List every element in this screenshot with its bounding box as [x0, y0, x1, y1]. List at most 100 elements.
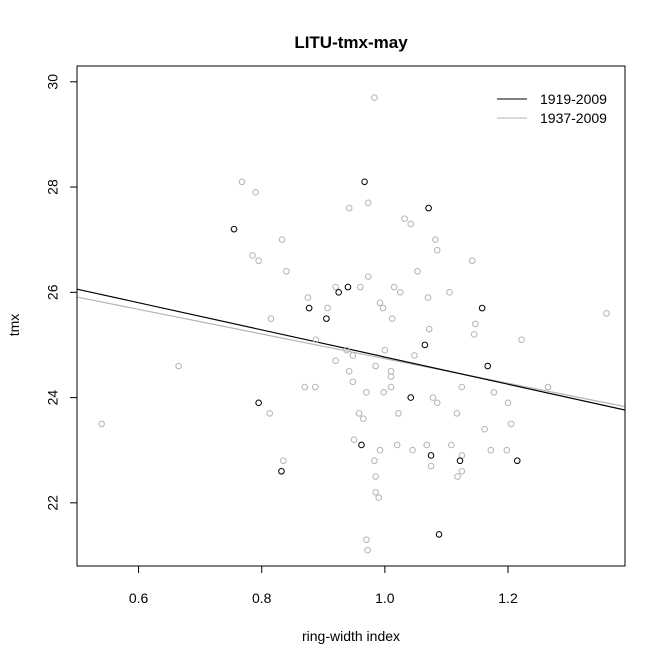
- y-tick-label: 30: [45, 74, 61, 90]
- y-axis: 22 24 26 28 30: [45, 74, 77, 511]
- data-point-1937-2009: [393, 441, 401, 449]
- data-point-1937-2009: [175, 362, 182, 370]
- data-point-1937-2009: [364, 199, 372, 207]
- data-point-1937-2009: [364, 546, 371, 554]
- plot-frame: [76, 65, 626, 567]
- data-point-1937-2009: [371, 94, 378, 101]
- data-point-1937-2009: [360, 415, 367, 422]
- data-point-1937-2009: [372, 489, 379, 496]
- data-point-1919-2009: [407, 394, 415, 401]
- data-point-1937-2009: [472, 320, 479, 328]
- y-tick-label: 24: [45, 390, 61, 406]
- data-point-1919-2009: [421, 341, 429, 349]
- data-point-1937-2009: [283, 267, 290, 275]
- data-point-1937-2009: [345, 367, 353, 375]
- data-point-1937-2009: [503, 446, 511, 454]
- data-point-1937-2009: [433, 399, 441, 407]
- data-point-1937-2009: [458, 452, 466, 459]
- legend-label-1919-2009: 1919-2009: [540, 91, 607, 107]
- data-point-1919-2009: [335, 289, 342, 296]
- data-point-1937-2009: [381, 346, 389, 354]
- y-tick-label: 22: [45, 495, 61, 511]
- data-point-1937-2009: [332, 283, 339, 291]
- data-point-1919-2009: [278, 467, 285, 475]
- data-point-1937-2009: [311, 383, 319, 391]
- data-point-1937-2009: [388, 315, 396, 322]
- data-point-1937-2009: [249, 252, 256, 259]
- data-point-1937-2009: [376, 299, 384, 307]
- data-point-1937-2009: [458, 467, 466, 475]
- data-points: [98, 94, 610, 554]
- data-point-1937-2009: [349, 352, 357, 359]
- data-point-1937-2009: [304, 294, 312, 301]
- data-point-1937-2009: [266, 410, 274, 417]
- data-point-1937-2009: [490, 389, 498, 396]
- data-point-1937-2009: [332, 357, 339, 365]
- y-tick-label: 28: [45, 179, 61, 195]
- data-point-1919-2009: [361, 178, 368, 186]
- data-point-1937-2009: [407, 220, 415, 228]
- data-point-1919-2009: [456, 457, 464, 465]
- x-tick-label: 0.8: [252, 590, 272, 606]
- data-point-1937-2009: [396, 289, 404, 296]
- data-point-1937-2009: [376, 446, 384, 454]
- data-point-1937-2009: [427, 462, 435, 470]
- data-point-1937-2009: [98, 420, 105, 428]
- x-tick-label: 1.2: [498, 590, 518, 606]
- data-point-1937-2009: [390, 283, 398, 291]
- data-point-1937-2009: [507, 420, 515, 428]
- y-tick-label: 26: [45, 284, 61, 300]
- data-point-1937-2009: [349, 378, 357, 386]
- data-point-1937-2009: [252, 189, 259, 196]
- data-point-1937-2009: [454, 473, 461, 480]
- x-axis-label: ring-width index: [302, 628, 400, 644]
- data-point-1937-2009: [458, 383, 466, 391]
- data-point-1919-2009: [255, 399, 262, 407]
- data-point-1937-2009: [432, 236, 439, 243]
- data-point-1937-2009: [350, 436, 358, 443]
- data-point-1937-2009: [446, 289, 453, 296]
- data-point-1937-2009: [544, 383, 552, 391]
- data-point-1937-2009: [487, 446, 495, 454]
- data-point-1919-2009: [513, 457, 521, 465]
- data-point-1919-2009: [427, 452, 435, 459]
- data-point-1919-2009: [435, 531, 443, 538]
- data-point-1937-2009: [380, 389, 387, 396]
- data-point-1937-2009: [424, 294, 432, 301]
- data-point-1937-2009: [345, 204, 353, 212]
- data-point-1919-2009: [344, 283, 352, 291]
- data-point-1937-2009: [372, 362, 379, 370]
- fit-line-1919-2009: [77, 288, 625, 411]
- data-point-1919-2009: [323, 315, 330, 322]
- data-point-1937-2009: [448, 441, 455, 449]
- data-point-1919-2009: [358, 441, 365, 449]
- data-point-1937-2009: [279, 457, 287, 465]
- data-point-1937-2009: [387, 367, 395, 375]
- data-point-1937-2009: [504, 399, 512, 407]
- data-point-1937-2009: [470, 331, 478, 338]
- data-point-1937-2009: [255, 257, 262, 265]
- data-point-1937-2009: [379, 304, 387, 312]
- data-point-1937-2009: [387, 373, 395, 380]
- data-point-1937-2009: [301, 383, 309, 391]
- data-point-1937-2009: [423, 441, 431, 449]
- data-point-1937-2009: [425, 325, 433, 333]
- data-point-1937-2009: [409, 446, 416, 454]
- data-point-1937-2009: [433, 246, 441, 254]
- data-point-1937-2009: [518, 336, 525, 343]
- data-point-1937-2009: [364, 273, 372, 280]
- data-point-1937-2009: [267, 315, 275, 322]
- data-point-1919-2009: [425, 204, 432, 212]
- data-point-1919-2009: [305, 304, 313, 312]
- data-point-1919-2009: [230, 225, 238, 233]
- x-tick-label: 1.0: [375, 590, 395, 606]
- data-point-1937-2009: [371, 457, 378, 465]
- data-point-1937-2009: [387, 383, 395, 391]
- data-point-1937-2009: [401, 215, 408, 222]
- data-point-1937-2009: [324, 304, 331, 312]
- data-point-1937-2009: [238, 178, 246, 186]
- data-point-1937-2009: [355, 410, 363, 417]
- data-point-1937-2009: [343, 346, 350, 354]
- data-point-1919-2009: [478, 304, 486, 312]
